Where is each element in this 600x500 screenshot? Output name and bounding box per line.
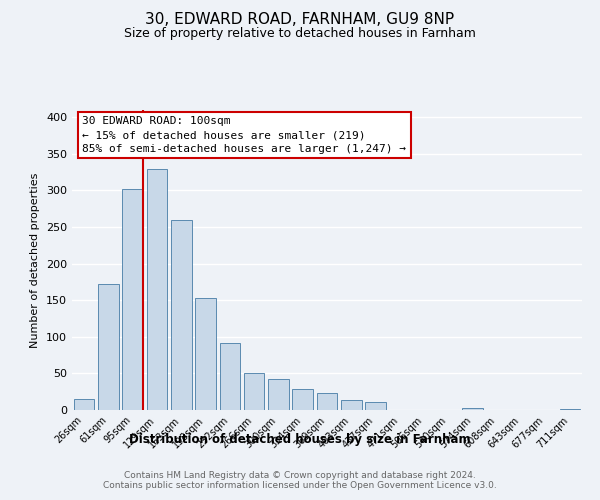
Bar xyxy=(560,408,580,410)
Y-axis label: Number of detached properties: Number of detached properties xyxy=(31,172,40,348)
Bar xyxy=(220,342,240,410)
Text: Contains HM Land Registry data © Crown copyright and database right 2024.
Contai: Contains HM Land Registry data © Crown c… xyxy=(103,470,497,490)
Bar xyxy=(317,393,337,410)
Bar xyxy=(146,168,167,410)
Bar xyxy=(341,400,362,410)
Bar xyxy=(292,389,313,410)
Bar xyxy=(268,378,289,410)
Bar xyxy=(171,220,191,410)
Bar xyxy=(195,298,216,410)
Bar xyxy=(98,284,119,410)
Text: 30 EDWARD ROAD: 100sqm
← 15% of detached houses are smaller (219)
85% of semi-de: 30 EDWARD ROAD: 100sqm ← 15% of detached… xyxy=(82,116,406,154)
Bar xyxy=(74,399,94,410)
Text: Size of property relative to detached houses in Farnham: Size of property relative to detached ho… xyxy=(124,28,476,40)
Bar xyxy=(463,408,483,410)
Bar xyxy=(122,189,143,410)
Text: 30, EDWARD ROAD, FARNHAM, GU9 8NP: 30, EDWARD ROAD, FARNHAM, GU9 8NP xyxy=(145,12,455,28)
Text: Distribution of detached houses by size in Farnham: Distribution of detached houses by size … xyxy=(129,432,471,446)
Bar xyxy=(365,402,386,410)
Bar xyxy=(244,374,265,410)
